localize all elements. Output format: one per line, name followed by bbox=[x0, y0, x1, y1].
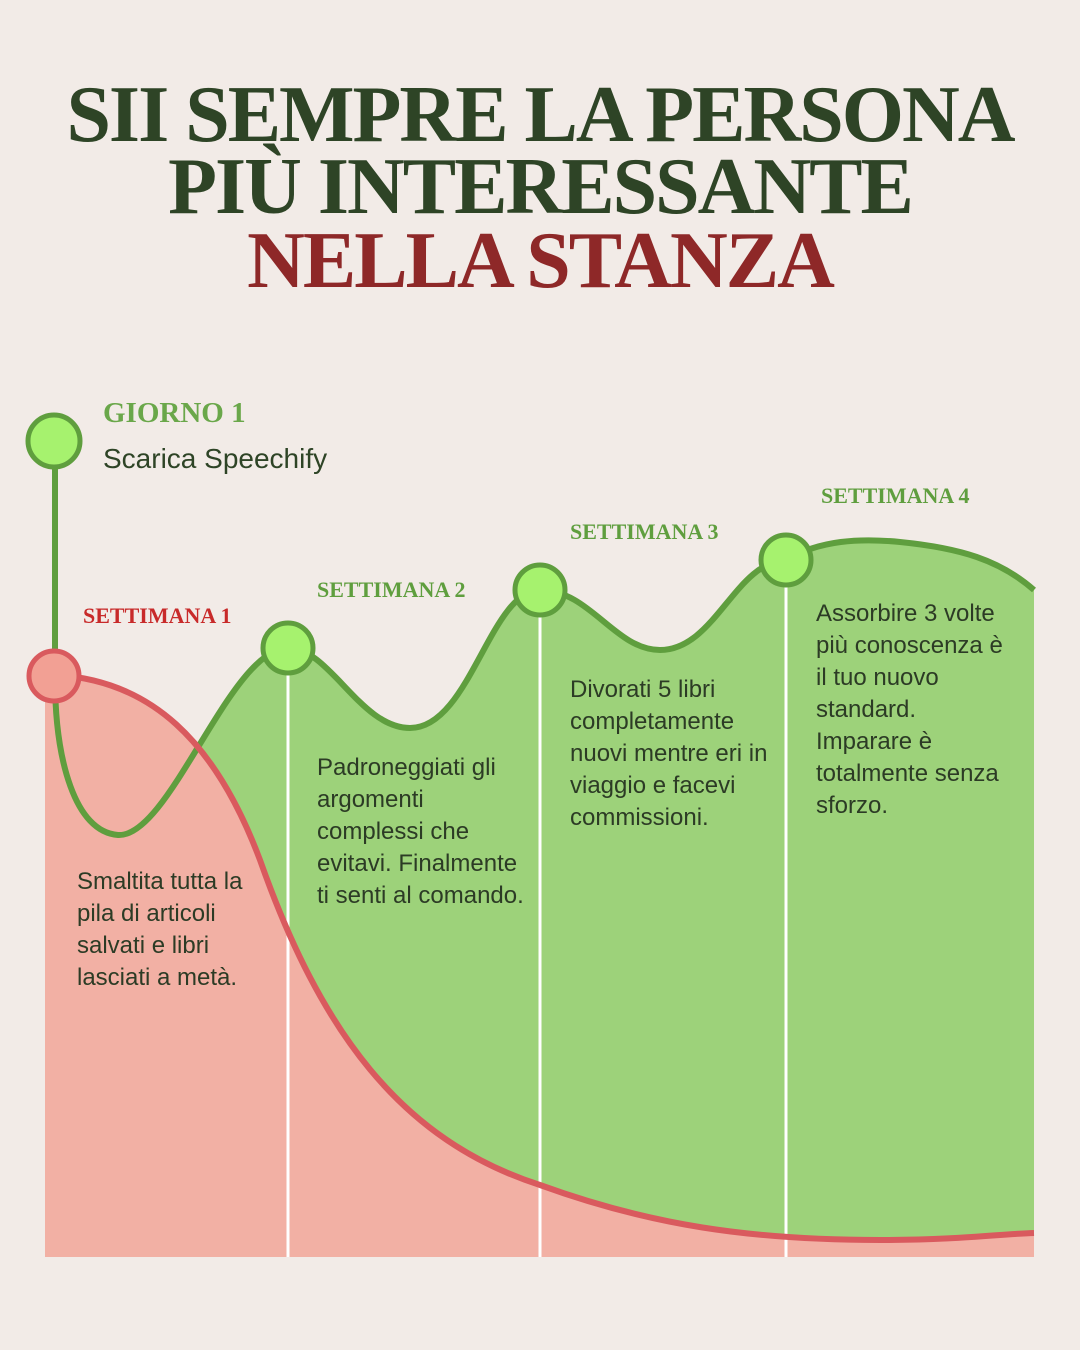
week-4-label: SETTIMANA 4 bbox=[821, 483, 970, 508]
title-line-3: NELLA STANZA bbox=[247, 217, 835, 305]
marker-start-red bbox=[26, 648, 82, 704]
title-line-1: SII SEMPRE LA PERSONA bbox=[66, 71, 1015, 159]
day-1-action: Scarica Speechify bbox=[103, 443, 328, 474]
day-1-label: GIORNO 1 bbox=[103, 397, 246, 429]
week-2-label: SETTIMANA 2 bbox=[317, 577, 466, 602]
week-2-description: Padroneggiati gli argomenti complessi ch… bbox=[317, 754, 524, 909]
marker-week-3 bbox=[512, 562, 568, 618]
title-line-2: PIÙ INTERESSANTE bbox=[168, 143, 914, 231]
red-area bbox=[45, 675, 1034, 1257]
week-1-description: Smaltita tutta la pila di articoli salva… bbox=[77, 868, 243, 991]
marker-week-2 bbox=[260, 620, 316, 676]
red-line bbox=[54, 672, 1035, 1244]
week-4-description: Assorbire 3 volte più conoscenza è il tu… bbox=[816, 600, 1003, 819]
green-line bbox=[52, 468, 1036, 839]
marker-week-4 bbox=[758, 532, 814, 588]
week-3-description: Divorati 5 libri completamente nuovi men… bbox=[570, 676, 768, 831]
week-3-label: SETTIMANA 3 bbox=[570, 519, 719, 544]
marker-day-1 bbox=[25, 412, 83, 470]
week-1-label: SETTIMANA 1 bbox=[83, 603, 232, 628]
